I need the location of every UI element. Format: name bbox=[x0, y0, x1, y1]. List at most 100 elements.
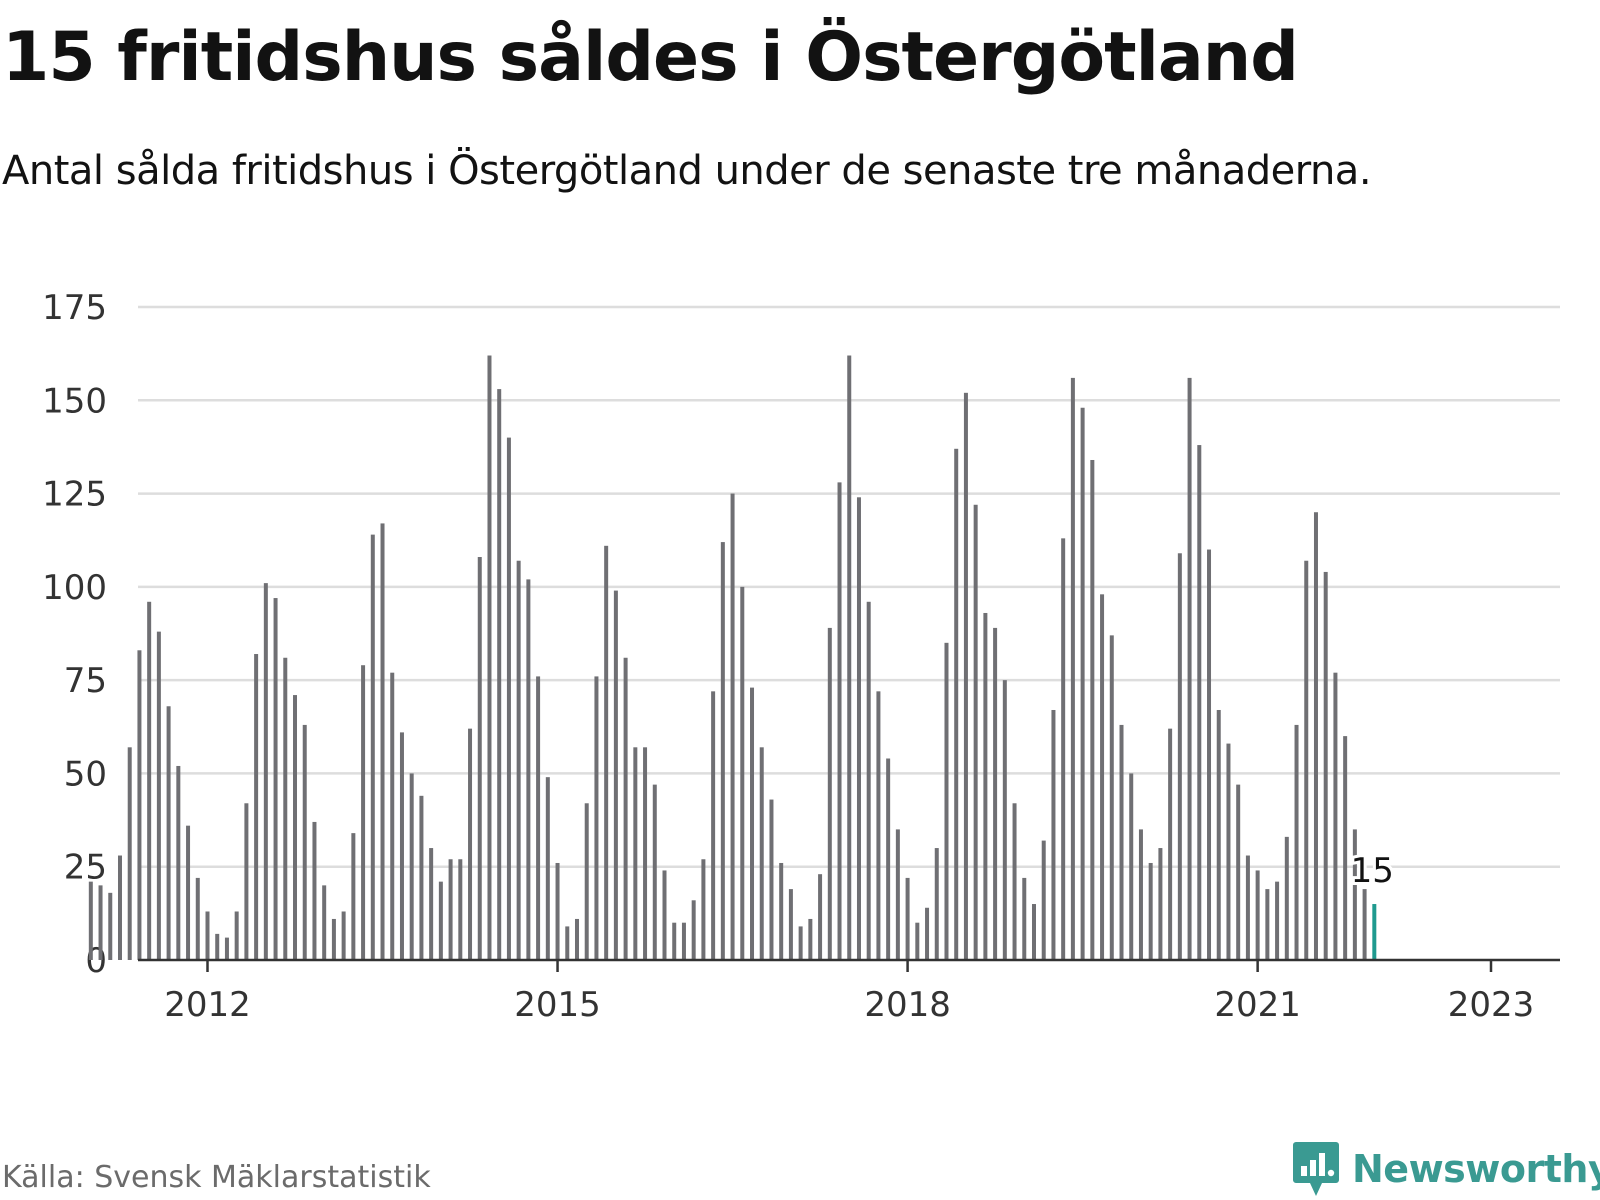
bar bbox=[380, 523, 385, 960]
x-tick-label: 2015 bbox=[514, 985, 601, 1025]
bar bbox=[195, 877, 200, 960]
y-tick-label: 150 bbox=[42, 381, 107, 421]
bar bbox=[798, 926, 803, 960]
bar bbox=[263, 583, 268, 960]
bar bbox=[1236, 784, 1241, 960]
bar bbox=[604, 545, 609, 960]
bar bbox=[1333, 672, 1338, 960]
brand[interactable]: Newsworthy bbox=[1292, 1140, 1600, 1198]
bar bbox=[983, 612, 988, 960]
bar bbox=[409, 773, 414, 960]
bar bbox=[1187, 377, 1192, 960]
bar bbox=[837, 482, 842, 960]
bar bbox=[886, 758, 891, 960]
bar bbox=[555, 862, 560, 960]
bar bbox=[1362, 889, 1367, 960]
bar bbox=[186, 825, 191, 960]
bar bbox=[1304, 560, 1309, 960]
bar bbox=[934, 848, 939, 960]
x-tick-label: 2023 bbox=[1448, 985, 1535, 1025]
bar bbox=[1148, 862, 1153, 960]
x-tick-label: 2012 bbox=[164, 985, 251, 1025]
bar bbox=[438, 881, 443, 960]
y-tick-label: 75 bbox=[64, 661, 107, 701]
bar bbox=[390, 672, 395, 960]
bar bbox=[322, 885, 327, 960]
bar bbox=[137, 650, 142, 960]
x-axis: 2012 2015 2018 2021 2023 bbox=[138, 958, 1560, 1025]
bar bbox=[808, 918, 813, 960]
bar bbox=[730, 493, 735, 960]
bar bbox=[1070, 377, 1075, 960]
bar bbox=[1207, 549, 1212, 960]
bar bbox=[536, 676, 541, 960]
bar bbox=[1275, 881, 1280, 960]
bar bbox=[750, 687, 755, 960]
bar bbox=[847, 355, 852, 961]
bar bbox=[818, 874, 823, 960]
bar bbox=[827, 627, 832, 960]
bar bbox=[127, 747, 132, 960]
bar bbox=[1022, 877, 1027, 960]
y-tick-label: 175 bbox=[42, 288, 107, 328]
bar bbox=[993, 627, 998, 960]
bar bbox=[1119, 724, 1124, 960]
bar bbox=[1002, 680, 1007, 960]
source-note: Källa: Svensk Mäklarstatistik bbox=[2, 1160, 431, 1195]
bar bbox=[701, 859, 706, 960]
bar bbox=[633, 747, 638, 960]
data-labels: 15 bbox=[1348, 848, 1397, 894]
bar bbox=[1343, 736, 1348, 960]
bar bbox=[477, 557, 482, 960]
bar bbox=[788, 889, 793, 960]
bar bbox=[681, 922, 686, 960]
bar bbox=[973, 504, 978, 960]
y-tick-label: 125 bbox=[42, 475, 107, 515]
bar bbox=[108, 892, 113, 960]
bar bbox=[351, 833, 356, 960]
bar bbox=[1012, 803, 1017, 960]
bar bbox=[895, 829, 900, 960]
bar bbox=[98, 885, 103, 960]
bar bbox=[565, 926, 570, 960]
bar bbox=[613, 590, 618, 960]
bar bbox=[954, 448, 959, 960]
bar bbox=[759, 747, 764, 960]
bar bbox=[584, 803, 589, 960]
bar bbox=[516, 560, 521, 960]
bars bbox=[88, 355, 1377, 961]
bar bbox=[779, 862, 784, 960]
bar bbox=[1284, 836, 1289, 960]
y-tick-label: 25 bbox=[64, 848, 107, 888]
bar bbox=[1158, 848, 1163, 960]
bar bbox=[283, 657, 288, 960]
bar bbox=[691, 900, 696, 960]
bar bbox=[1245, 855, 1250, 960]
bar bbox=[448, 859, 453, 960]
bar bbox=[769, 799, 774, 960]
bar bbox=[293, 695, 298, 960]
bar bbox=[429, 848, 434, 960]
bar bbox=[341, 911, 346, 960]
bar bbox=[574, 918, 579, 960]
bar bbox=[419, 795, 424, 960]
bar bbox=[1168, 728, 1173, 960]
bar bbox=[1352, 829, 1357, 960]
bar bbox=[254, 654, 259, 960]
x-tick-label: 2021 bbox=[1214, 985, 1301, 1025]
bar bbox=[370, 534, 375, 960]
bar bbox=[234, 911, 239, 960]
bar bbox=[594, 676, 599, 960]
bar bbox=[399, 732, 404, 960]
bar bbox=[623, 657, 628, 960]
bar bbox=[88, 881, 93, 960]
bar bbox=[1080, 407, 1085, 961]
bar bbox=[925, 907, 930, 960]
bar bbox=[1294, 724, 1299, 960]
bar bbox=[468, 728, 473, 960]
bar bbox=[905, 877, 910, 960]
bar bbox=[720, 542, 725, 960]
bar bbox=[1051, 709, 1056, 960]
bar bbox=[545, 777, 550, 960]
bar bbox=[331, 918, 336, 960]
